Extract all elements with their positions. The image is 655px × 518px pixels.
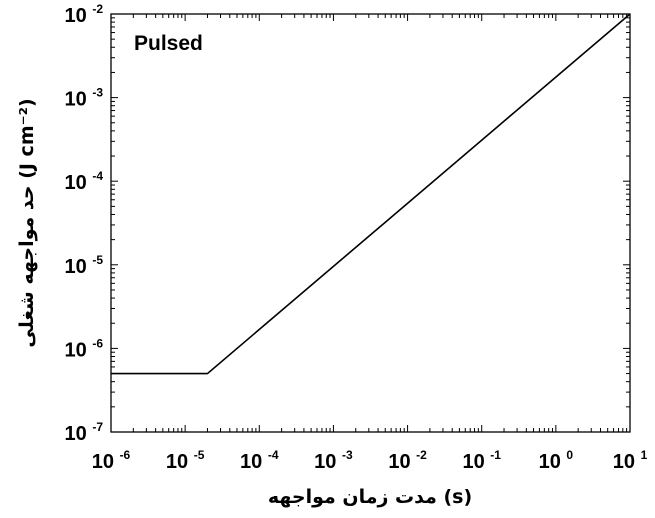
y-tick-labels: 10 -7 10 -6 10 -5 10 -4 10 -3 10 -2: [65, 2, 104, 445]
x-tick-label: 10 1: [613, 448, 648, 473]
axis-ticks: [110, 13, 631, 433]
y-tick-label: 10 -3: [65, 86, 104, 111]
plot-frame: [110, 13, 631, 433]
y-tick-label: 10 -5: [65, 253, 104, 278]
x-tick-labels: 10 -6 10 -5 10 -4 10 -3 10 -2 10 -1 10 0 10 1: [92, 448, 648, 473]
y-tick-label: 10 -6: [65, 336, 104, 361]
x-tick-label: 10 -1: [462, 448, 501, 473]
x-tick-label: 10 -2: [388, 448, 427, 473]
x-tick-label: 10 -6: [92, 448, 131, 473]
annotation-label: Pulsed: [134, 32, 203, 55]
series-line: [111, 13, 631, 375]
y-tick-label: 10 -7: [65, 420, 104, 445]
y-axis-title: حد مواجهه شغلی (J cm⁻²): [16, 98, 38, 347]
x-tick-label: 10 -5: [166, 448, 205, 473]
x-tick-label: 10 0: [539, 448, 574, 473]
x-axis-title: مدت زمان مواجهه (s): [268, 486, 472, 508]
x-tick-label: 10 -3: [314, 448, 353, 473]
y-tick-label: 10 -2: [65, 2, 104, 27]
x-tick-label: 10 -4: [240, 448, 279, 473]
y-tick-label: 10 -4: [65, 169, 104, 194]
